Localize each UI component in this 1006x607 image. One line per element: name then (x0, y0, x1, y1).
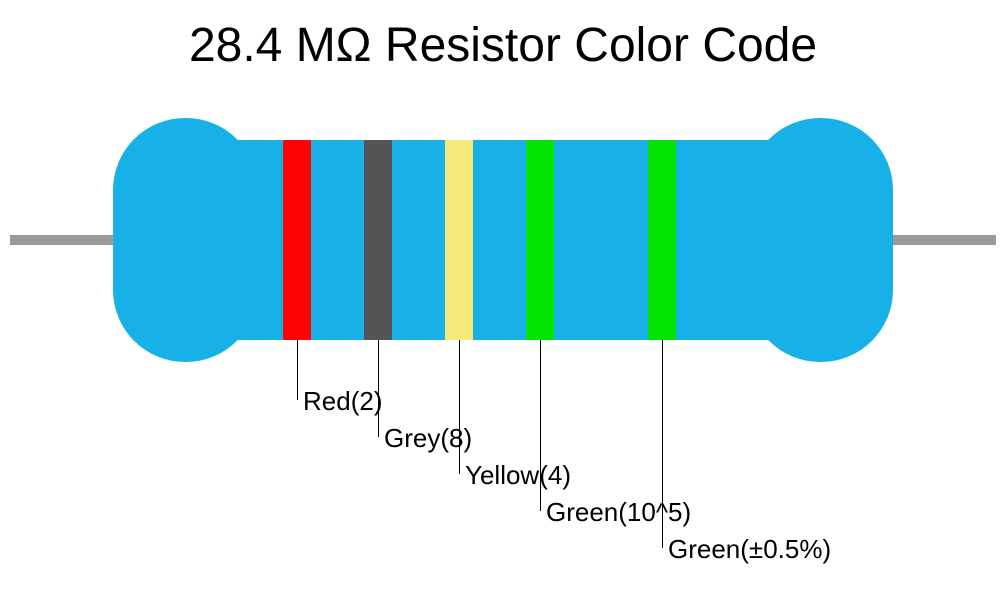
color-band-2 (364, 140, 392, 340)
connector-line-1 (297, 340, 298, 400)
page-title: 28.4 MΩ Resistor Color Code (0, 18, 1006, 73)
connector-line-2 (378, 340, 379, 437)
color-band-5 (648, 140, 676, 340)
band-label-1: Red(2) (303, 386, 382, 417)
connector-line-3 (459, 340, 460, 474)
color-band-4 (526, 140, 554, 340)
band-label-3: Yellow(4) (465, 460, 571, 491)
color-band-3 (445, 140, 473, 340)
band-label-5: Green(±0.5%) (668, 534, 831, 565)
resistor-body (220, 140, 786, 340)
color-band-1 (283, 140, 311, 340)
connector-line-5 (662, 340, 663, 548)
resistor-diagram (0, 100, 1006, 380)
band-label-4: Green(10^5) (546, 497, 691, 528)
connector-line-4 (540, 340, 541, 511)
